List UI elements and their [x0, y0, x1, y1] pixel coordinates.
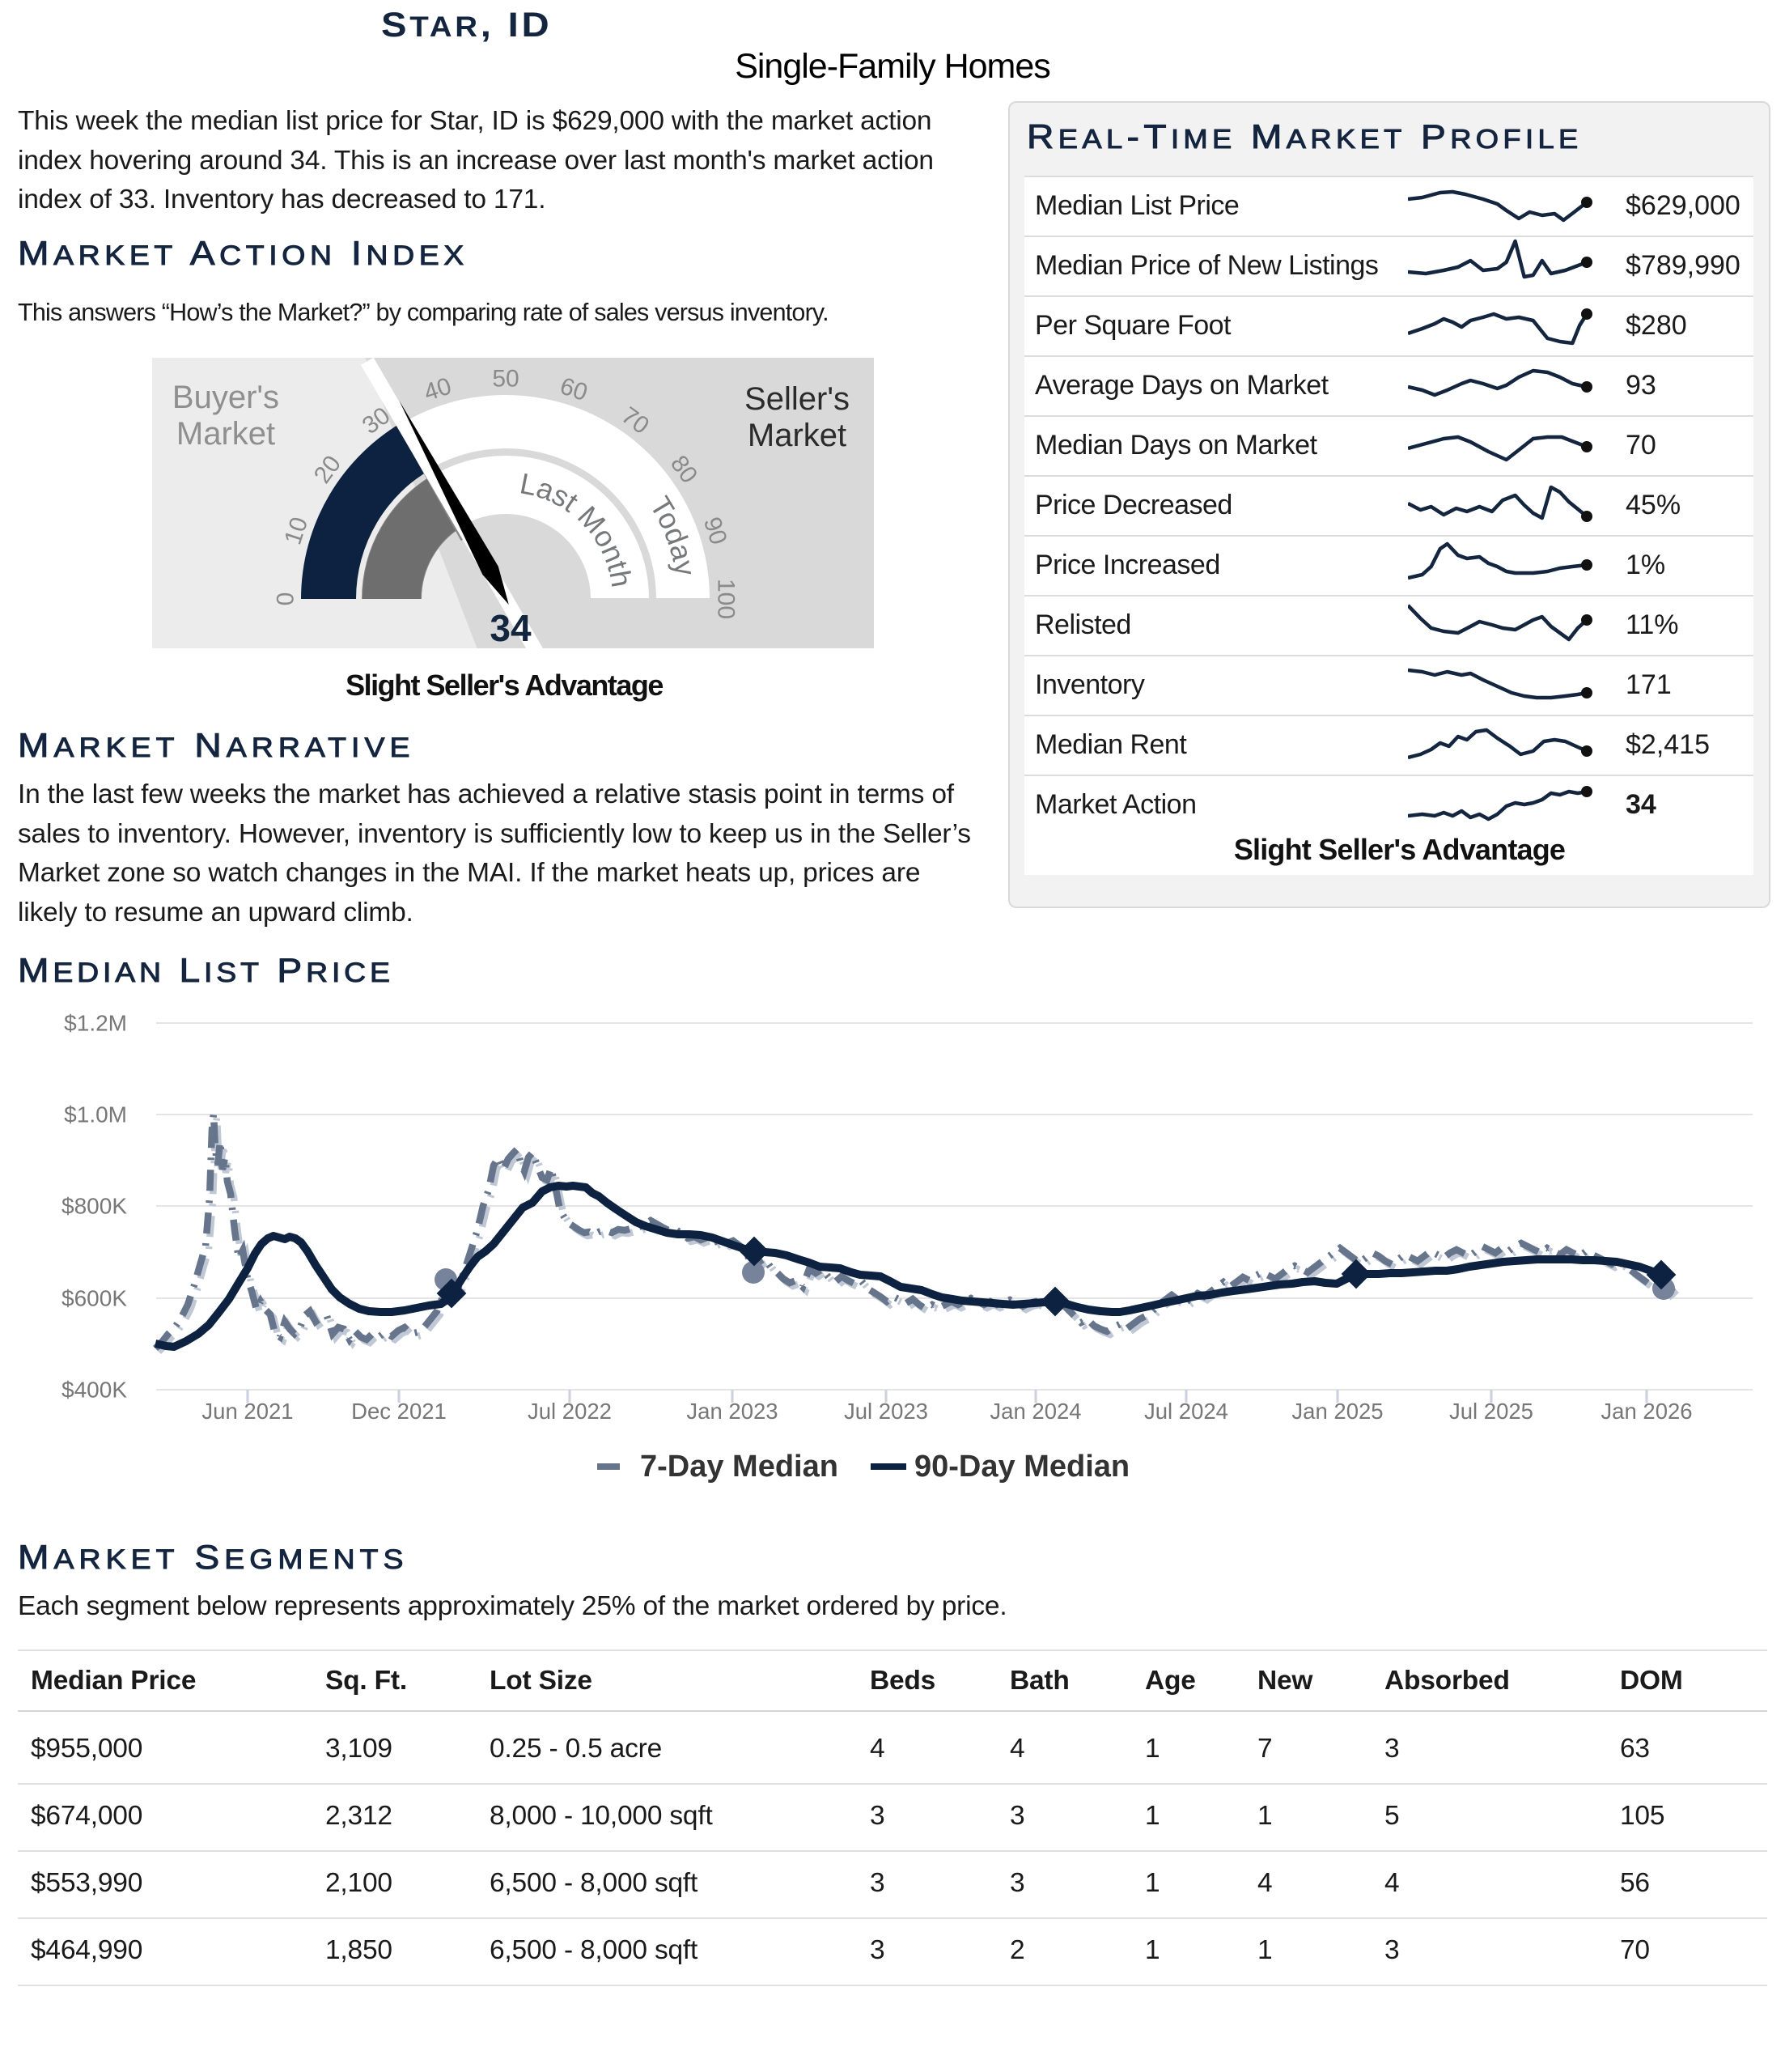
svg-text:7-Day Median: 7-Day Median — [640, 1450, 838, 1484]
svg-text:$600K: $600K — [61, 1286, 127, 1311]
svg-text:Buyer's: Buyer's — [172, 380, 279, 415]
svg-text:100: 100 — [713, 579, 740, 619]
svg-text:$1.2M: $1.2M — [64, 1011, 127, 1036]
svg-text:90-Day Median: 90-Day Median — [914, 1450, 1130, 1484]
svg-text:Market: Market — [176, 416, 275, 452]
svg-text:Jul 2024: Jul 2024 — [1144, 1399, 1228, 1424]
svg-text:$800K: $800K — [61, 1194, 127, 1219]
svg-text:Jan 2025: Jan 2025 — [1291, 1399, 1383, 1424]
svg-text:Jun 2021: Jun 2021 — [201, 1399, 293, 1424]
svg-text:0: 0 — [273, 592, 299, 606]
svg-text:Jan 2023: Jan 2023 — [686, 1399, 778, 1424]
svg-text:Market: Market — [748, 418, 846, 453]
svg-text:Jan 2024: Jan 2024 — [990, 1399, 1081, 1424]
svg-text:Dec 2021: Dec 2021 — [351, 1399, 447, 1424]
svg-text:$400K: $400K — [61, 1378, 127, 1403]
svg-text:$1.0M: $1.0M — [64, 1102, 127, 1127]
svg-text:Jul 2022: Jul 2022 — [528, 1399, 612, 1424]
svg-text:Jul 2025: Jul 2025 — [1449, 1399, 1533, 1424]
svg-text:50: 50 — [492, 366, 519, 393]
svg-text:Seller's: Seller's — [744, 381, 850, 417]
svg-text:Jul 2023: Jul 2023 — [844, 1399, 928, 1424]
svg-text:Jan 2026: Jan 2026 — [1601, 1399, 1692, 1424]
svg-text:34: 34 — [490, 607, 532, 648]
